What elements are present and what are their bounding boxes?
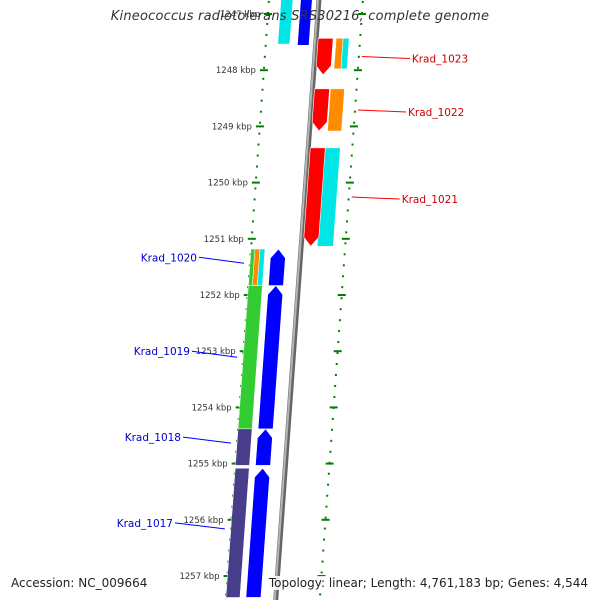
- tick-label-1254: 1254 kbp: [192, 403, 232, 413]
- tick-label-1251: 1251 kbp: [204, 235, 244, 245]
- krad_1020-gene[interactable]: [268, 248, 286, 286]
- tick-label-1249: 1249 kbp: [212, 122, 252, 132]
- krad_1017-purple-band: [225, 467, 250, 598]
- krad_1017-leader-line: [174, 522, 225, 530]
- tick-label-1247: 1247 kbp: [220, 10, 260, 20]
- krad_1018-leader-line: [182, 436, 232, 444]
- sequence-axis-layer: 1247 kbp 1248 kbp 1249 kbp 1250 kbp 1251 kbp…: [179, 0, 366, 600]
- genome-title: Kineococcus radiotolerans SRS30216, comp…: [110, 9, 490, 24]
- krad_1019-label[interactable]: Krad_1019: [134, 346, 190, 358]
- tick-label-1253: 1253 kbp: [196, 347, 236, 357]
- krad_1022-leader-line: [357, 109, 407, 113]
- krad_1023-cyan-band: [340, 38, 350, 70]
- gene-layer: [225, 0, 350, 598]
- krad_1019-green-band: [237, 285, 263, 430]
- tick-label-1248: 1248 kbp: [216, 66, 256, 76]
- krad_1017-gene[interactable]: [245, 467, 270, 598]
- krad_1018-label[interactable]: Krad_1018: [125, 432, 181, 444]
- upstream-gene[interactable]: [297, 0, 313, 45]
- upstream-cyan-band: [277, 0, 294, 45]
- tick-label-1250: 1250 kbp: [208, 179, 248, 189]
- accession-text: Accession: NC_009664: [9, 576, 150, 590]
- krad_1021-gene[interactable]: [303, 147, 326, 247]
- krad_1023-leader-line: [361, 56, 410, 60]
- krad_1023-label[interactable]: Krad_1023: [412, 54, 468, 66]
- krad_1021-label[interactable]: Krad_1021: [402, 194, 458, 206]
- krad_1019-leader-line: [191, 350, 238, 358]
- krad_1017-label[interactable]: Krad_1017: [117, 518, 173, 530]
- sequence-axis: [273, 0, 319, 600]
- krad_1022-gene[interactable]: [311, 88, 330, 132]
- tick-label-1256: 1256 kbp: [184, 516, 224, 526]
- krad_1022-orange-band: [327, 88, 345, 132]
- genome-summary-text: Topology: linear; Length: 4,761,183 bp; …: [266, 576, 590, 590]
- tick-label-1255: 1255 kbp: [188, 460, 228, 470]
- krad_1019-gene[interactable]: [257, 285, 284, 430]
- krad_1021-leader-line: [351, 196, 400, 200]
- krad_1020-leader-line: [198, 256, 245, 264]
- label-layer: Krad_1023 Krad_1022 Krad_1021 Krad_1020 Krad…: [117, 54, 468, 530]
- krad_1018-purple-band: [235, 428, 253, 466]
- krad_1020-label[interactable]: Krad_1020: [141, 252, 197, 264]
- krad_1018-gene[interactable]: [255, 428, 273, 466]
- tick-label-1257: 1257 kbp: [179, 572, 219, 582]
- krad_1022-label[interactable]: Krad_1022: [408, 107, 464, 119]
- right-guide-line: [318, 0, 364, 600]
- krad_1023-gene[interactable]: [315, 37, 334, 76]
- tick-label-1252: 1252 kbp: [200, 291, 240, 301]
